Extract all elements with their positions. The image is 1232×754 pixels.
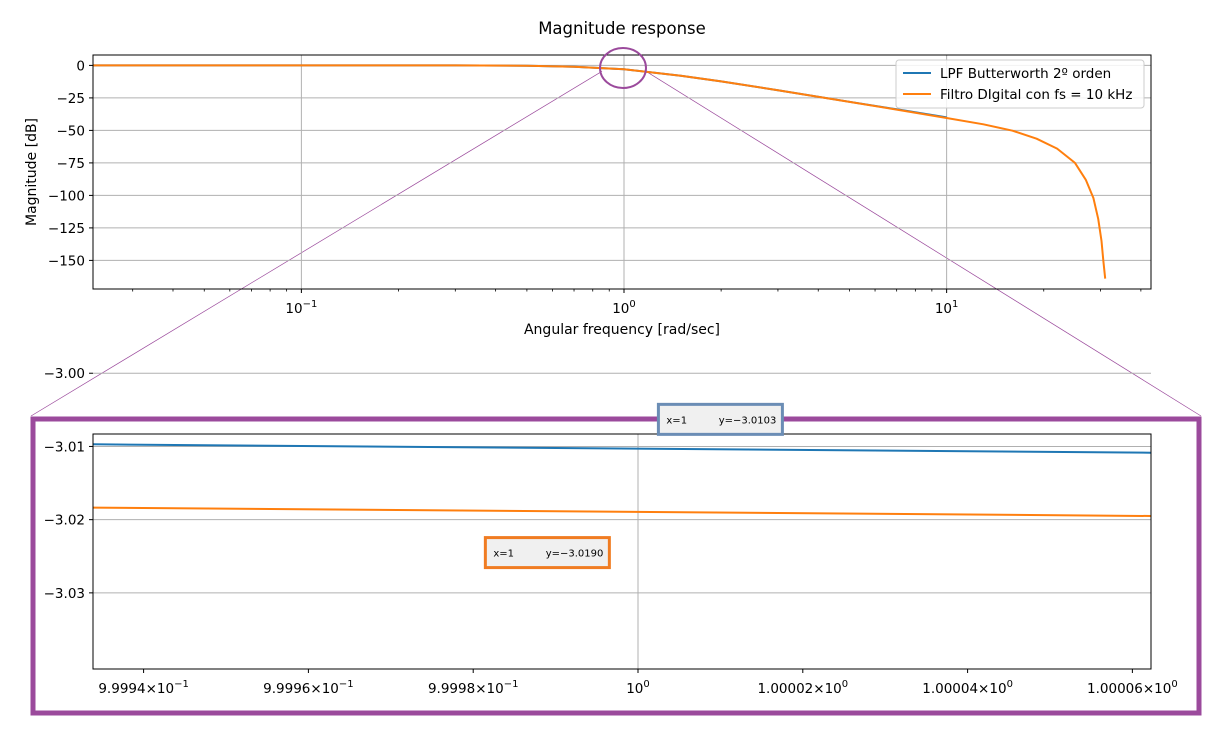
value-label-box-lpf — [656, 402, 784, 436]
inset-series — [92, 443, 1152, 517]
series-line-lpf — [93, 64, 947, 119]
x-tick-label: 10−1 — [285, 299, 317, 317]
legend-box — [895, 59, 1145, 109]
x-tick-label: 101 — [935, 299, 959, 317]
value-label-x: x=1 — [493, 549, 514, 560]
value-label-y: y=−3.0190 — [546, 549, 604, 560]
inset-x-tick-label: 1.00006×100 — [1087, 679, 1178, 697]
zoom-marker-circle — [599, 47, 647, 89]
series-line-digital — [93, 64, 1107, 279]
inset-x-tick-label: 1.00004×100 — [922, 679, 1013, 697]
inset-outer-frame — [30, 416, 1202, 716]
value-label-x: x=1 — [666, 415, 687, 426]
inset-y-tick-label: −3.03 — [44, 586, 85, 602]
top-ticks: 10−1 100 101 0 −25 −50 −75 −100 −125 −150 — [48, 58, 1142, 317]
zoom-connector-left — [30, 71, 603, 417]
y-axis-label: Magnitude [dB] — [24, 118, 40, 226]
y-tick-label: −25 — [57, 91, 86, 107]
inset-x-tick-label: 100 — [626, 679, 650, 697]
legend-label-lpf: LPF Butterworth 2º orden — [940, 66, 1111, 82]
y-tick-label: −125 — [48, 221, 85, 237]
inset-x-tick-label: 9.9998×10−1 — [428, 679, 518, 697]
y-tick-label: −150 — [48, 253, 85, 269]
x-tick-label: 100 — [612, 299, 636, 317]
inset-grid — [93, 372, 1151, 669]
inset-series-line-digital — [92, 506, 1152, 517]
y-tick-label: −50 — [57, 123, 86, 139]
chart-title: Magnitude response — [538, 19, 706, 38]
x-axis-label: Angular frequency [rad/sec] — [524, 322, 720, 338]
magnitude-chart: Magnitude response 10−1 100 101 0 −25 −50 −75 −… — [24, 19, 1152, 338]
value-label-y: y=−3.0103 — [719, 415, 777, 426]
y-tick-label: −100 — [48, 188, 85, 204]
inset-x-tick-label: 1.00002×100 — [757, 679, 848, 697]
legend-label-digital: Filtro DIgital con fs = 10 kHz — [940, 87, 1132, 103]
value-label-box-digital — [483, 536, 611, 570]
top-plot-frame — [92, 54, 1152, 290]
legend: LPF Butterworth 2º orden Filtro DIgital … — [895, 59, 1145, 109]
zoom-inset-chart: −3.00 −3.01 −3.02 −3.03 9.9994×10−1 9.9996×10… — [30, 366, 1202, 716]
inset-value-labels: x=1 y=−3.0103 x=1 y=−3.0190 — [483, 402, 784, 570]
inset-plot-frame — [92, 433, 1152, 670]
y-tick-label: −75 — [57, 156, 86, 172]
zoom-connectors — [30, 71, 1202, 417]
inset-x-tick-label: 9.9996×10−1 — [263, 679, 353, 697]
inset-x-tick-label: 9.9994×10−1 — [98, 679, 188, 697]
inset-y-tick-label: −3.01 — [44, 439, 85, 455]
y-tick-label: 0 — [76, 58, 85, 74]
inset-y-tick-label: −3.00 — [44, 366, 85, 382]
inset-series-line-lpf — [92, 443, 1152, 454]
inset-y-tick-label: −3.02 — [44, 513, 85, 529]
inset-ticks: −3.00 −3.01 −3.02 −3.03 9.9994×10−1 9.9996×10… — [44, 366, 1178, 697]
zoom-connector-right — [645, 71, 1202, 417]
